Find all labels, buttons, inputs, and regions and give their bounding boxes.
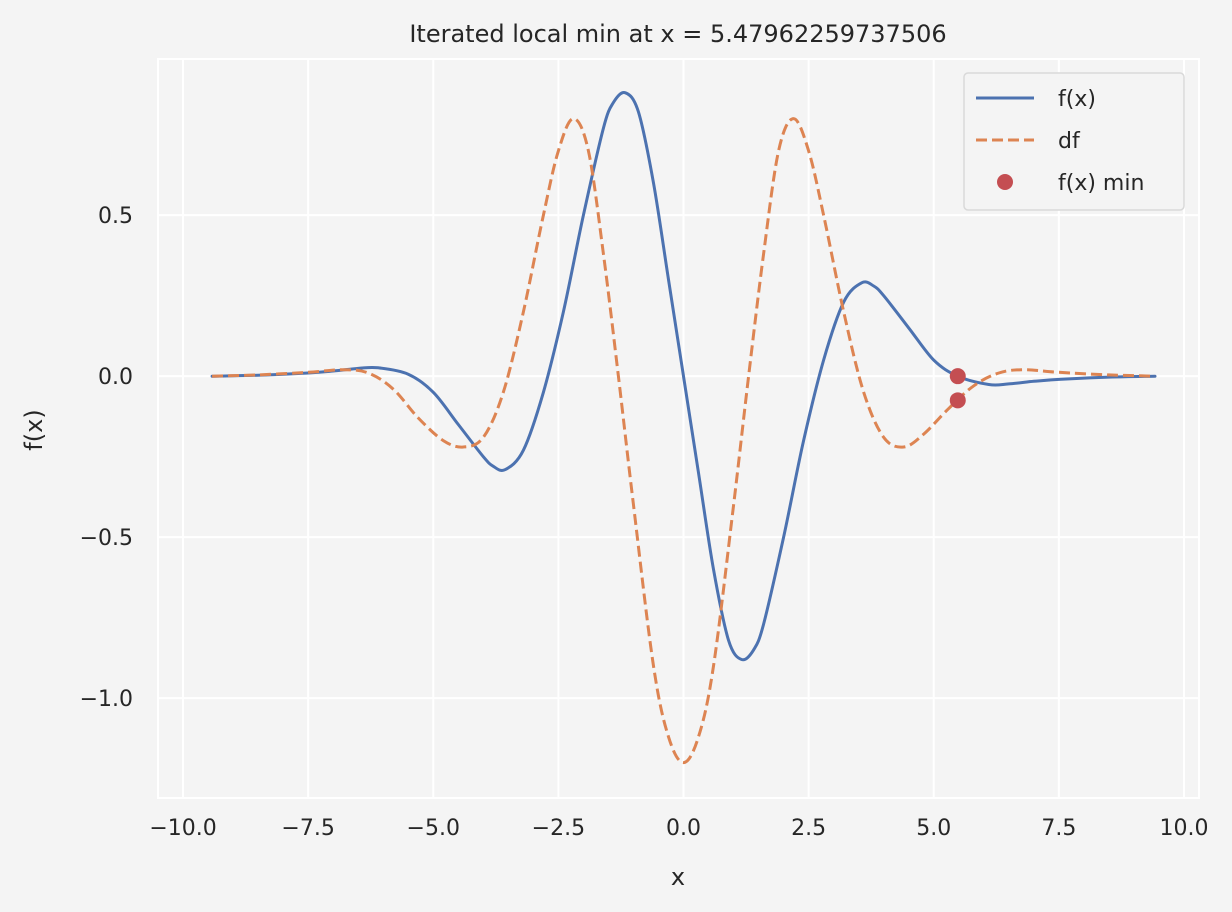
legend-label: f(x) min — [1058, 171, 1144, 196]
y-tick-label: 0.0 — [98, 365, 133, 390]
series-line-f-x — [210, 91, 1157, 662]
y-tick-label: 0.5 — [98, 204, 133, 229]
x-tick-label: −2.5 — [532, 816, 585, 841]
x-tick-label: −10.0 — [149, 816, 216, 841]
min-marker-point — [949, 368, 966, 385]
x-tick-label: 7.5 — [1041, 816, 1076, 841]
y-tick-label: −1.0 — [80, 687, 133, 712]
x-tick-label: −5.0 — [407, 816, 460, 841]
y-axis-label: f(x) — [20, 409, 48, 450]
series-group — [210, 91, 1157, 765]
x-tick-label: 10.0 — [1159, 816, 1208, 841]
series-line-df — [212, 117, 1156, 765]
min-marker-point — [949, 392, 966, 409]
legend-label: df — [1058, 129, 1081, 154]
legend: f(x) df f(x) min — [963, 72, 1185, 211]
y-tick-label: −0.5 — [80, 526, 133, 551]
y-tick-labels: −1.0 −0.5 0.0 0.5 — [80, 204, 133, 712]
x-tick-label: 0.0 — [666, 816, 701, 841]
x-tick-label: 5.0 — [916, 816, 951, 841]
x-tick-label: 2.5 — [791, 816, 826, 841]
x-axis-label: x — [671, 863, 685, 891]
legend-marker — [997, 174, 1013, 190]
x-tick-labels: −10.0 −7.5 −5.0 −2.5 0.0 2.5 5.0 7.5 10.0 — [149, 816, 1208, 841]
legend-box — [963, 72, 1185, 211]
legend-label: f(x) — [1058, 87, 1096, 112]
x-tick-label: −7.5 — [281, 816, 334, 841]
chart-title: Iterated local min at x = 5.479622597375… — [409, 20, 946, 48]
